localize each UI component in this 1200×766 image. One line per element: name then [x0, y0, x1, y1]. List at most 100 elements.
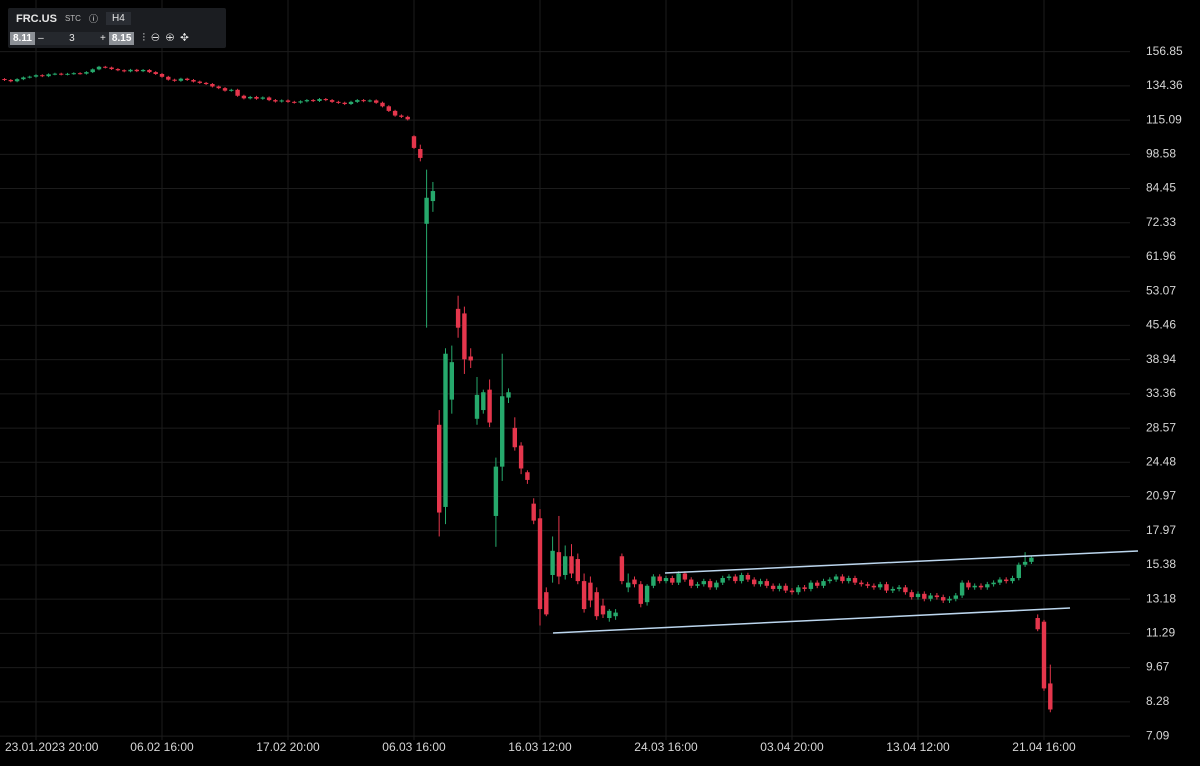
candle-body [260, 97, 265, 99]
y-tick-label: 8.28 [1146, 694, 1170, 708]
candle-body [1010, 578, 1015, 582]
toolbar: FRC.US STC ⓘ H4 8.11 – 3 + 8.15 ⫶⊖⊕✥ [8, 8, 226, 48]
candle-body [52, 73, 58, 75]
candle-body [733, 576, 738, 582]
candle-body [997, 579, 1003, 583]
candle-body [159, 73, 165, 77]
ask-price[interactable]: 8.15 [108, 32, 135, 45]
increase-button[interactable]: + [96, 32, 109, 45]
y-tick-label: 33.36 [1146, 386, 1176, 400]
candle-body [374, 100, 379, 103]
candle-body [481, 392, 486, 411]
candle-body [739, 574, 744, 582]
candle-body [550, 550, 555, 575]
candle-body [46, 74, 51, 77]
candle-body [556, 552, 562, 577]
chart-tools[interactable]: ⫶⊖⊕✥ [142, 32, 195, 44]
candle-body [8, 79, 13, 82]
candle-body [336, 101, 341, 103]
y-tick-label: 72.33 [1146, 215, 1176, 229]
candle-body [878, 584, 883, 588]
candle-body [468, 356, 473, 361]
candle-body [248, 96, 253, 99]
candle-body [493, 466, 499, 516]
candle-body [40, 75, 45, 77]
market: STC [64, 14, 81, 23]
candle-body [947, 598, 952, 601]
candle-body [437, 424, 442, 513]
info-icon[interactable]: ⓘ [88, 14, 98, 24]
axis-labels: 156.85 134.36 115.09 98.58 84.45 72.33 61.96 53… [5, 44, 1183, 754]
y-tick-label: 53.07 [1146, 283, 1176, 297]
candle-body [222, 88, 228, 91]
candle-body [745, 574, 751, 580]
candle-body [670, 578, 675, 583]
candle-body [783, 585, 788, 591]
candle-body [134, 69, 139, 72]
candle-body [941, 597, 946, 601]
candle-body [802, 587, 807, 589]
decrease-button[interactable]: – [34, 32, 47, 45]
candle-body [292, 101, 297, 103]
candle-body [884, 584, 889, 591]
candle-body [103, 66, 108, 68]
y-tick-label: 11.29 [1146, 626, 1175, 640]
candle-body [701, 581, 706, 585]
y-tick-label: 9.67 [1146, 660, 1170, 674]
candle-body [644, 585, 650, 603]
candle-body [859, 582, 864, 585]
candle-body [928, 595, 933, 599]
candle-body [518, 445, 524, 469]
y-tick-label: 98.58 [1146, 147, 1176, 161]
candle-body [852, 578, 858, 583]
candle-body [405, 116, 410, 120]
candle-body [959, 582, 965, 596]
candle-body [764, 581, 769, 586]
candle-body [815, 582, 820, 586]
candle-body [953, 595, 958, 599]
candle-body [304, 100, 310, 102]
trendline-lower [552, 607, 1071, 634]
candle-body [770, 585, 776, 589]
candle-body [500, 396, 505, 467]
candle-body [588, 582, 593, 601]
candle-body [594, 592, 599, 617]
candle-body [613, 612, 618, 617]
candle-body [203, 82, 209, 85]
symbol[interactable]: FRC.US [16, 12, 57, 25]
trade-row: 8.11 – 3 + 8.15 ⫶⊖⊕✥ [10, 32, 195, 45]
candle-body [657, 576, 662, 582]
candle-body [581, 581, 587, 610]
candle-body [663, 578, 669, 582]
toolbar-row: FRC.US STC ⓘ H4 [16, 12, 131, 25]
candle-body [399, 115, 404, 117]
candle-body [115, 69, 121, 71]
candle-body [342, 102, 347, 104]
candle-body [27, 76, 32, 78]
candle-body [607, 610, 612, 619]
candle-body [758, 581, 763, 585]
candle-body [418, 148, 423, 158]
candle-body [348, 101, 354, 104]
candle-body [865, 584, 870, 586]
candle-body [537, 518, 543, 610]
candle-body [298, 101, 303, 103]
bid-price[interactable]: 8.11 [10, 32, 35, 45]
timeframe[interactable]: H4 [105, 12, 131, 25]
y-tick-label: 156.85 [1146, 44, 1183, 58]
candle-body [77, 73, 83, 75]
quantity[interactable]: 3 [46, 32, 97, 45]
candle-body [140, 69, 146, 72]
candle-body [915, 593, 921, 598]
candle-body [1041, 621, 1047, 689]
candle-body [934, 595, 940, 598]
candle-body [254, 96, 259, 99]
candle-body [147, 69, 152, 73]
candle-body [789, 590, 795, 593]
candle-body [619, 556, 625, 582]
candle-body [33, 75, 39, 77]
candle-body [903, 587, 908, 593]
candle-body [1035, 618, 1040, 630]
candle-body [972, 585, 977, 588]
candle-body [90, 69, 95, 73]
